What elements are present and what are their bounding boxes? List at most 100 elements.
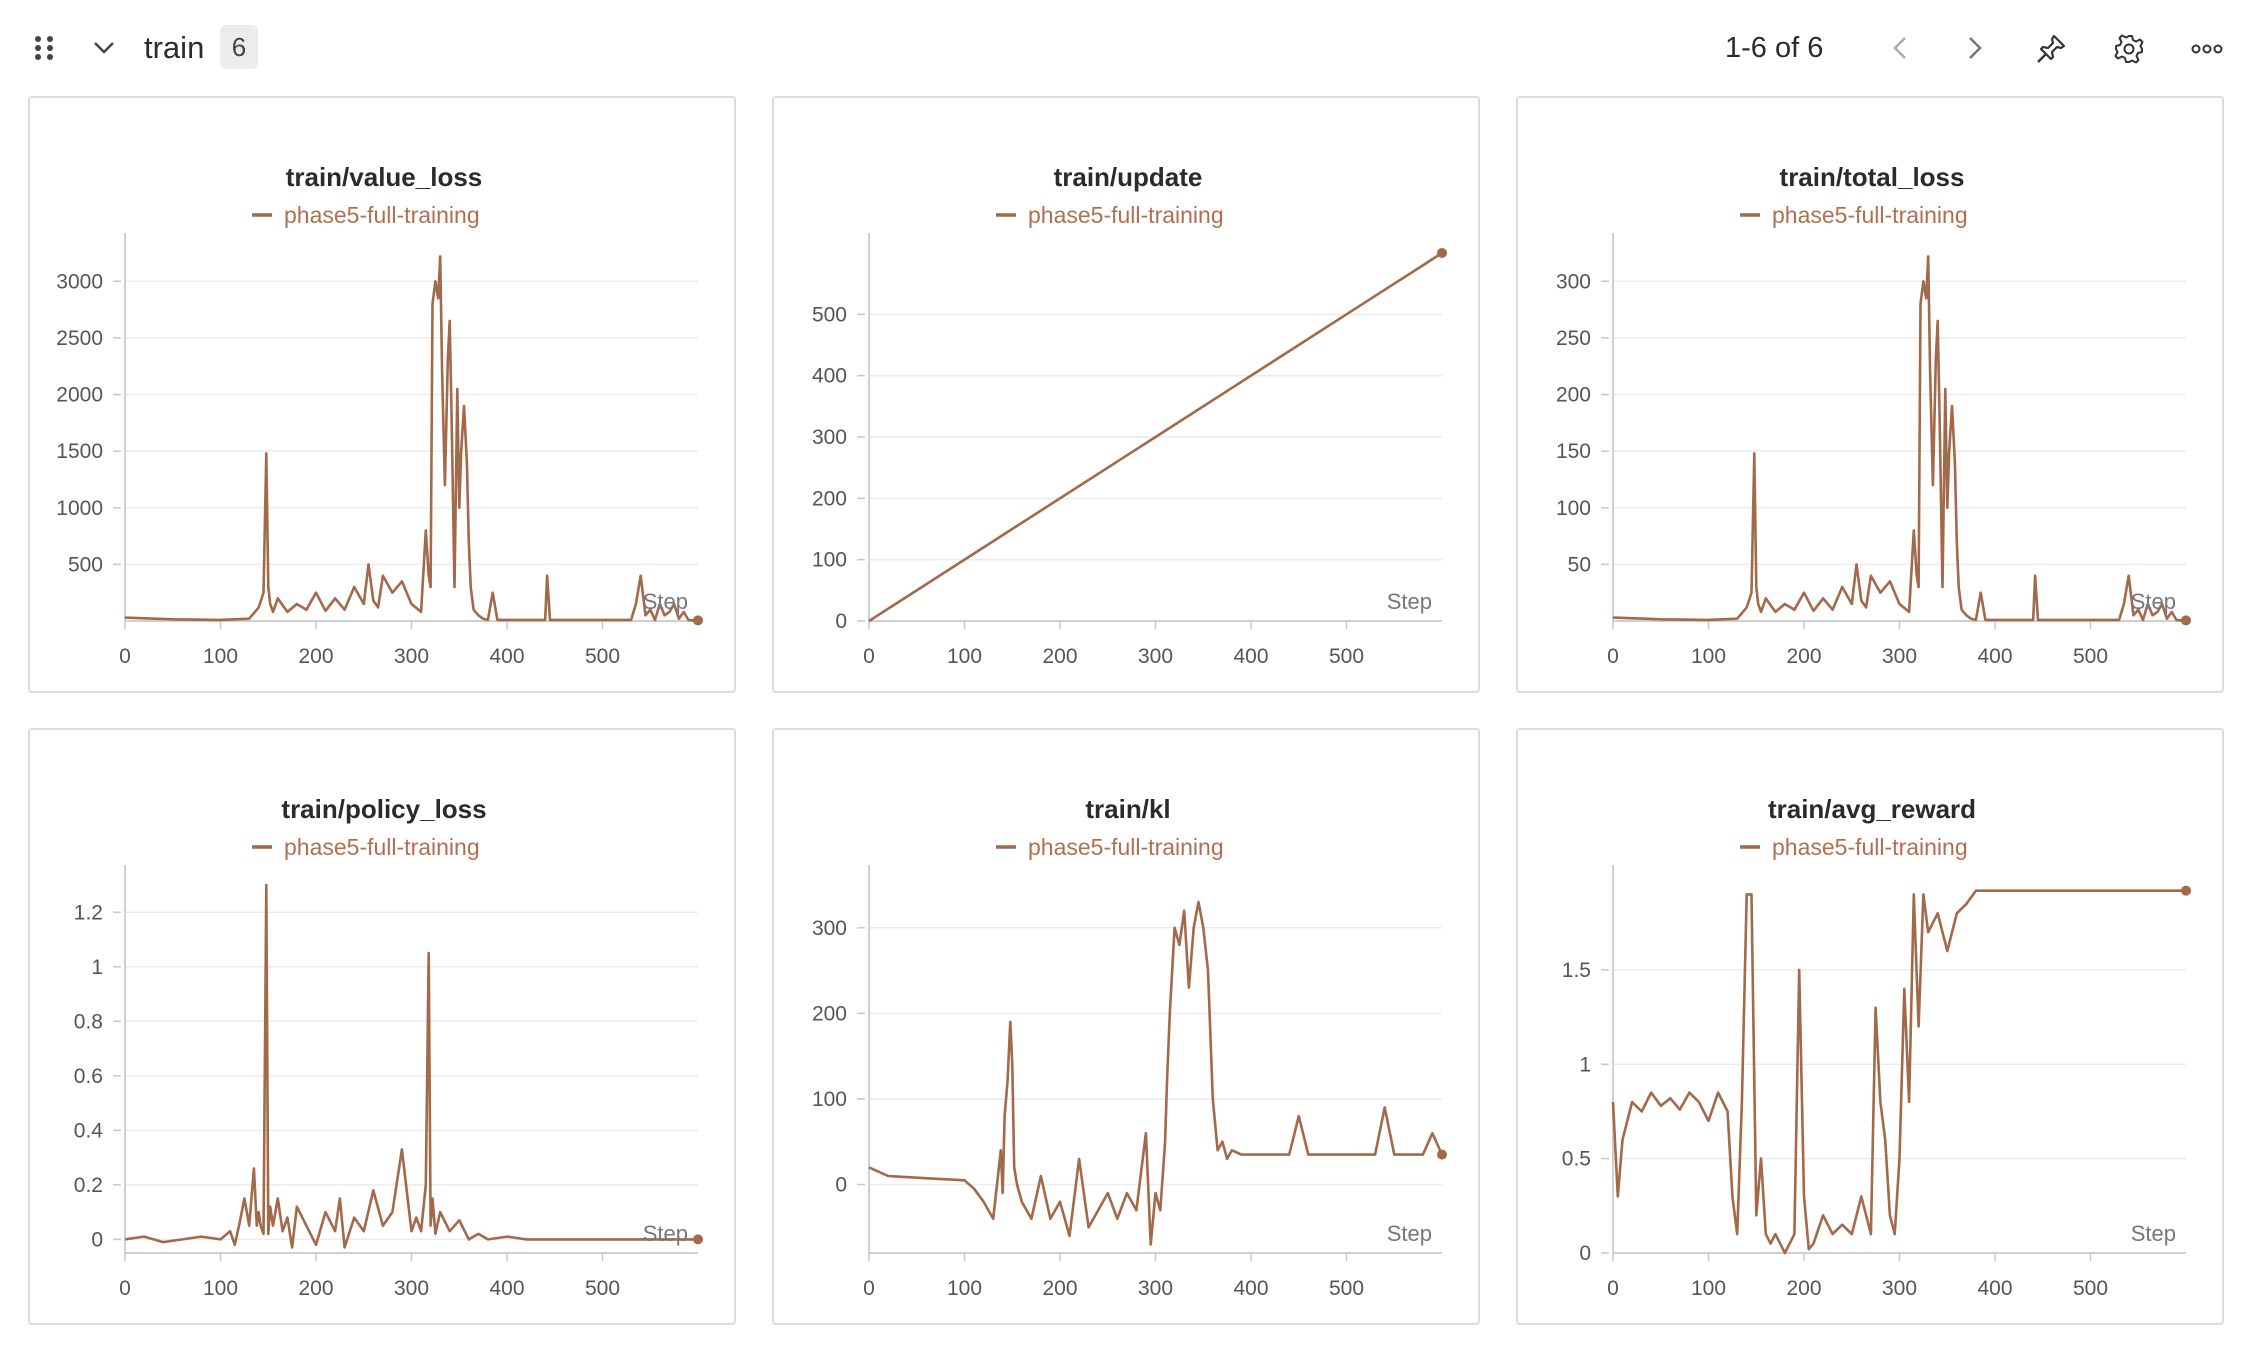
chart-title: train/policy_loss [281, 794, 486, 824]
series-endpoint [693, 1234, 703, 1245]
x-axis-label: Step [643, 589, 688, 614]
y-tick-label: 2000 [56, 384, 103, 407]
series-endpoint [2181, 615, 2191, 626]
legend-label[interactable]: phase5-full-training [1028, 834, 1224, 860]
y-tick-label: 0.8 [74, 1010, 103, 1033]
chart-title: train/value_loss [286, 162, 483, 192]
chart-panel-train-kl[interactable]: train/kl phase5-full-training 0 100 200 300 0 1… [772, 728, 1480, 1325]
chart-title: train/avg_reward [1768, 794, 1976, 824]
y-tick-label: 400 [812, 365, 847, 388]
x-tick-label: 200 [1786, 645, 1821, 668]
x-tick-label: 100 [947, 1277, 982, 1300]
x-tick-label: 0 [119, 645, 131, 668]
pin-icon[interactable] [2030, 28, 2072, 70]
legend-label[interactable]: phase5-full-training [1772, 202, 1968, 228]
chevron-right-icon[interactable] [1955, 28, 1995, 68]
y-tick-label: 3000 [56, 270, 103, 293]
x-tick-label: 200 [1042, 645, 1077, 668]
x-tick-label: 300 [1138, 1277, 1173, 1300]
y-tick-label: 0 [835, 1174, 847, 1197]
x-tick-label: 0 [119, 1277, 131, 1300]
chevron-left-icon[interactable] [1880, 28, 1920, 68]
y-tick-label: 200 [812, 1002, 847, 1025]
panel-count-badge: 6 [220, 25, 258, 69]
chart-title: train/total_loss [1780, 162, 1965, 192]
y-tick-label: 250 [1556, 327, 1591, 350]
y-tick-label: 1.2 [74, 901, 103, 924]
x-tick-label: 0 [1607, 645, 1619, 668]
y-tick-label: 0.2 [74, 1174, 103, 1197]
y-tick-label: 0 [1579, 1242, 1591, 1265]
y-tick-label: 300 [812, 917, 847, 940]
chart-panel-train-policy-loss[interactable]: train/policy_loss phase5-full-training 0 0.… [28, 728, 736, 1325]
gear-icon[interactable] [2108, 28, 2150, 70]
y-tick-label: 100 [812, 1088, 847, 1111]
y-tick-label: 1500 [56, 440, 103, 463]
series-line[interactable] [1612, 255, 2186, 622]
x-tick-label: 100 [203, 1277, 238, 1300]
x-tick-label: 200 [298, 645, 333, 668]
series-line[interactable] [868, 251, 1443, 623]
chart-panel-train-avg-reward[interactable]: train/avg_reward phase5-full-training 0 0.5… [1516, 728, 2224, 1325]
chart-panel-train-update[interactable]: train/update phase5-full-training 0 100 200 3… [772, 96, 1480, 693]
x-tick-label: 300 [1882, 645, 1917, 668]
y-tick-label: 1 [1579, 1053, 1591, 1076]
chart-svg: train/update phase5-full-training 0 100 200 3… [812, 162, 1447, 668]
x-tick-label: 300 [394, 1277, 429, 1300]
y-tick-label: 1.5 [1562, 959, 1591, 982]
x-axis-label: Step [2131, 589, 2176, 614]
drag-handle-icon[interactable] [24, 28, 64, 68]
x-tick-label: 200 [1786, 1277, 1821, 1300]
series-line[interactable] [868, 900, 1444, 1246]
y-tick-label: 0 [91, 1228, 103, 1251]
chart-svg: train/kl phase5-full-training 0 100 200 300 0 1… [812, 794, 1447, 1300]
x-tick-label: 400 [1233, 645, 1268, 668]
more-icon[interactable] [2186, 28, 2228, 70]
x-tick-label: 0 [863, 1277, 875, 1300]
y-tick-label: 100 [812, 549, 847, 572]
y-tick-label: 0.4 [74, 1119, 104, 1142]
x-tick-label: 200 [298, 1277, 333, 1300]
chart-panel-train-total-loss[interactable]: train/total_loss phase5-full-training 50 10… [1516, 96, 2224, 693]
y-tick-label: 2500 [56, 327, 103, 350]
series-line[interactable] [1611, 889, 2186, 1255]
chart-svg: train/value_loss phase5-full-training 500 1… [56, 162, 703, 668]
y-tick-label: 200 [1556, 384, 1591, 407]
x-tick-label: 400 [489, 1277, 524, 1300]
y-tick-label: 300 [1556, 270, 1591, 293]
chart-title: train/kl [1085, 794, 1170, 824]
x-axis-label: Step [1387, 589, 1432, 614]
y-tick-label: 0 [835, 610, 847, 633]
x-tick-label: 500 [1329, 645, 1364, 668]
chart-svg: train/policy_loss phase5-full-training 0 0.… [74, 794, 703, 1300]
legend-label[interactable]: phase5-full-training [1028, 202, 1224, 228]
y-tick-label: 50 [1568, 553, 1591, 576]
x-axis-label: Step [643, 1221, 688, 1246]
y-tick-label: 200 [812, 487, 847, 510]
chevron-down-icon[interactable] [84, 28, 124, 68]
section-title[interactable]: train [144, 30, 205, 65]
x-tick-label: 500 [1329, 1277, 1364, 1300]
y-tick-label: 0.5 [1562, 1148, 1591, 1171]
series-line[interactable] [124, 255, 698, 622]
series-line[interactable] [124, 883, 698, 1249]
y-tick-label: 100 [1556, 497, 1591, 520]
chart-panel-train-value-loss[interactable]: train/value_loss phase5-full-training 500 1… [28, 96, 736, 693]
x-tick-label: 500 [2073, 1277, 2108, 1300]
x-tick-label: 500 [2073, 645, 2108, 668]
x-tick-label: 100 [1691, 1277, 1726, 1300]
x-tick-label: 200 [1042, 1277, 1077, 1300]
legend-label[interactable]: phase5-full-training [284, 202, 480, 228]
x-tick-label: 100 [203, 645, 238, 668]
series-endpoint [693, 615, 703, 626]
x-tick-label: 0 [863, 645, 875, 668]
x-tick-label: 400 [1233, 1277, 1268, 1300]
panel-section-header: train 6 1-6 of 6 [0, 0, 2256, 95]
pagination-label: 1-6 of 6 [1725, 31, 1824, 64]
x-tick-label: 500 [585, 1277, 620, 1300]
x-axis-label: Step [1387, 1221, 1432, 1246]
y-tick-label: 500 [812, 303, 847, 326]
legend-label[interactable]: phase5-full-training [1772, 834, 1968, 860]
x-axis-label: Step [2131, 1221, 2176, 1246]
legend-label[interactable]: phase5-full-training [284, 834, 480, 860]
